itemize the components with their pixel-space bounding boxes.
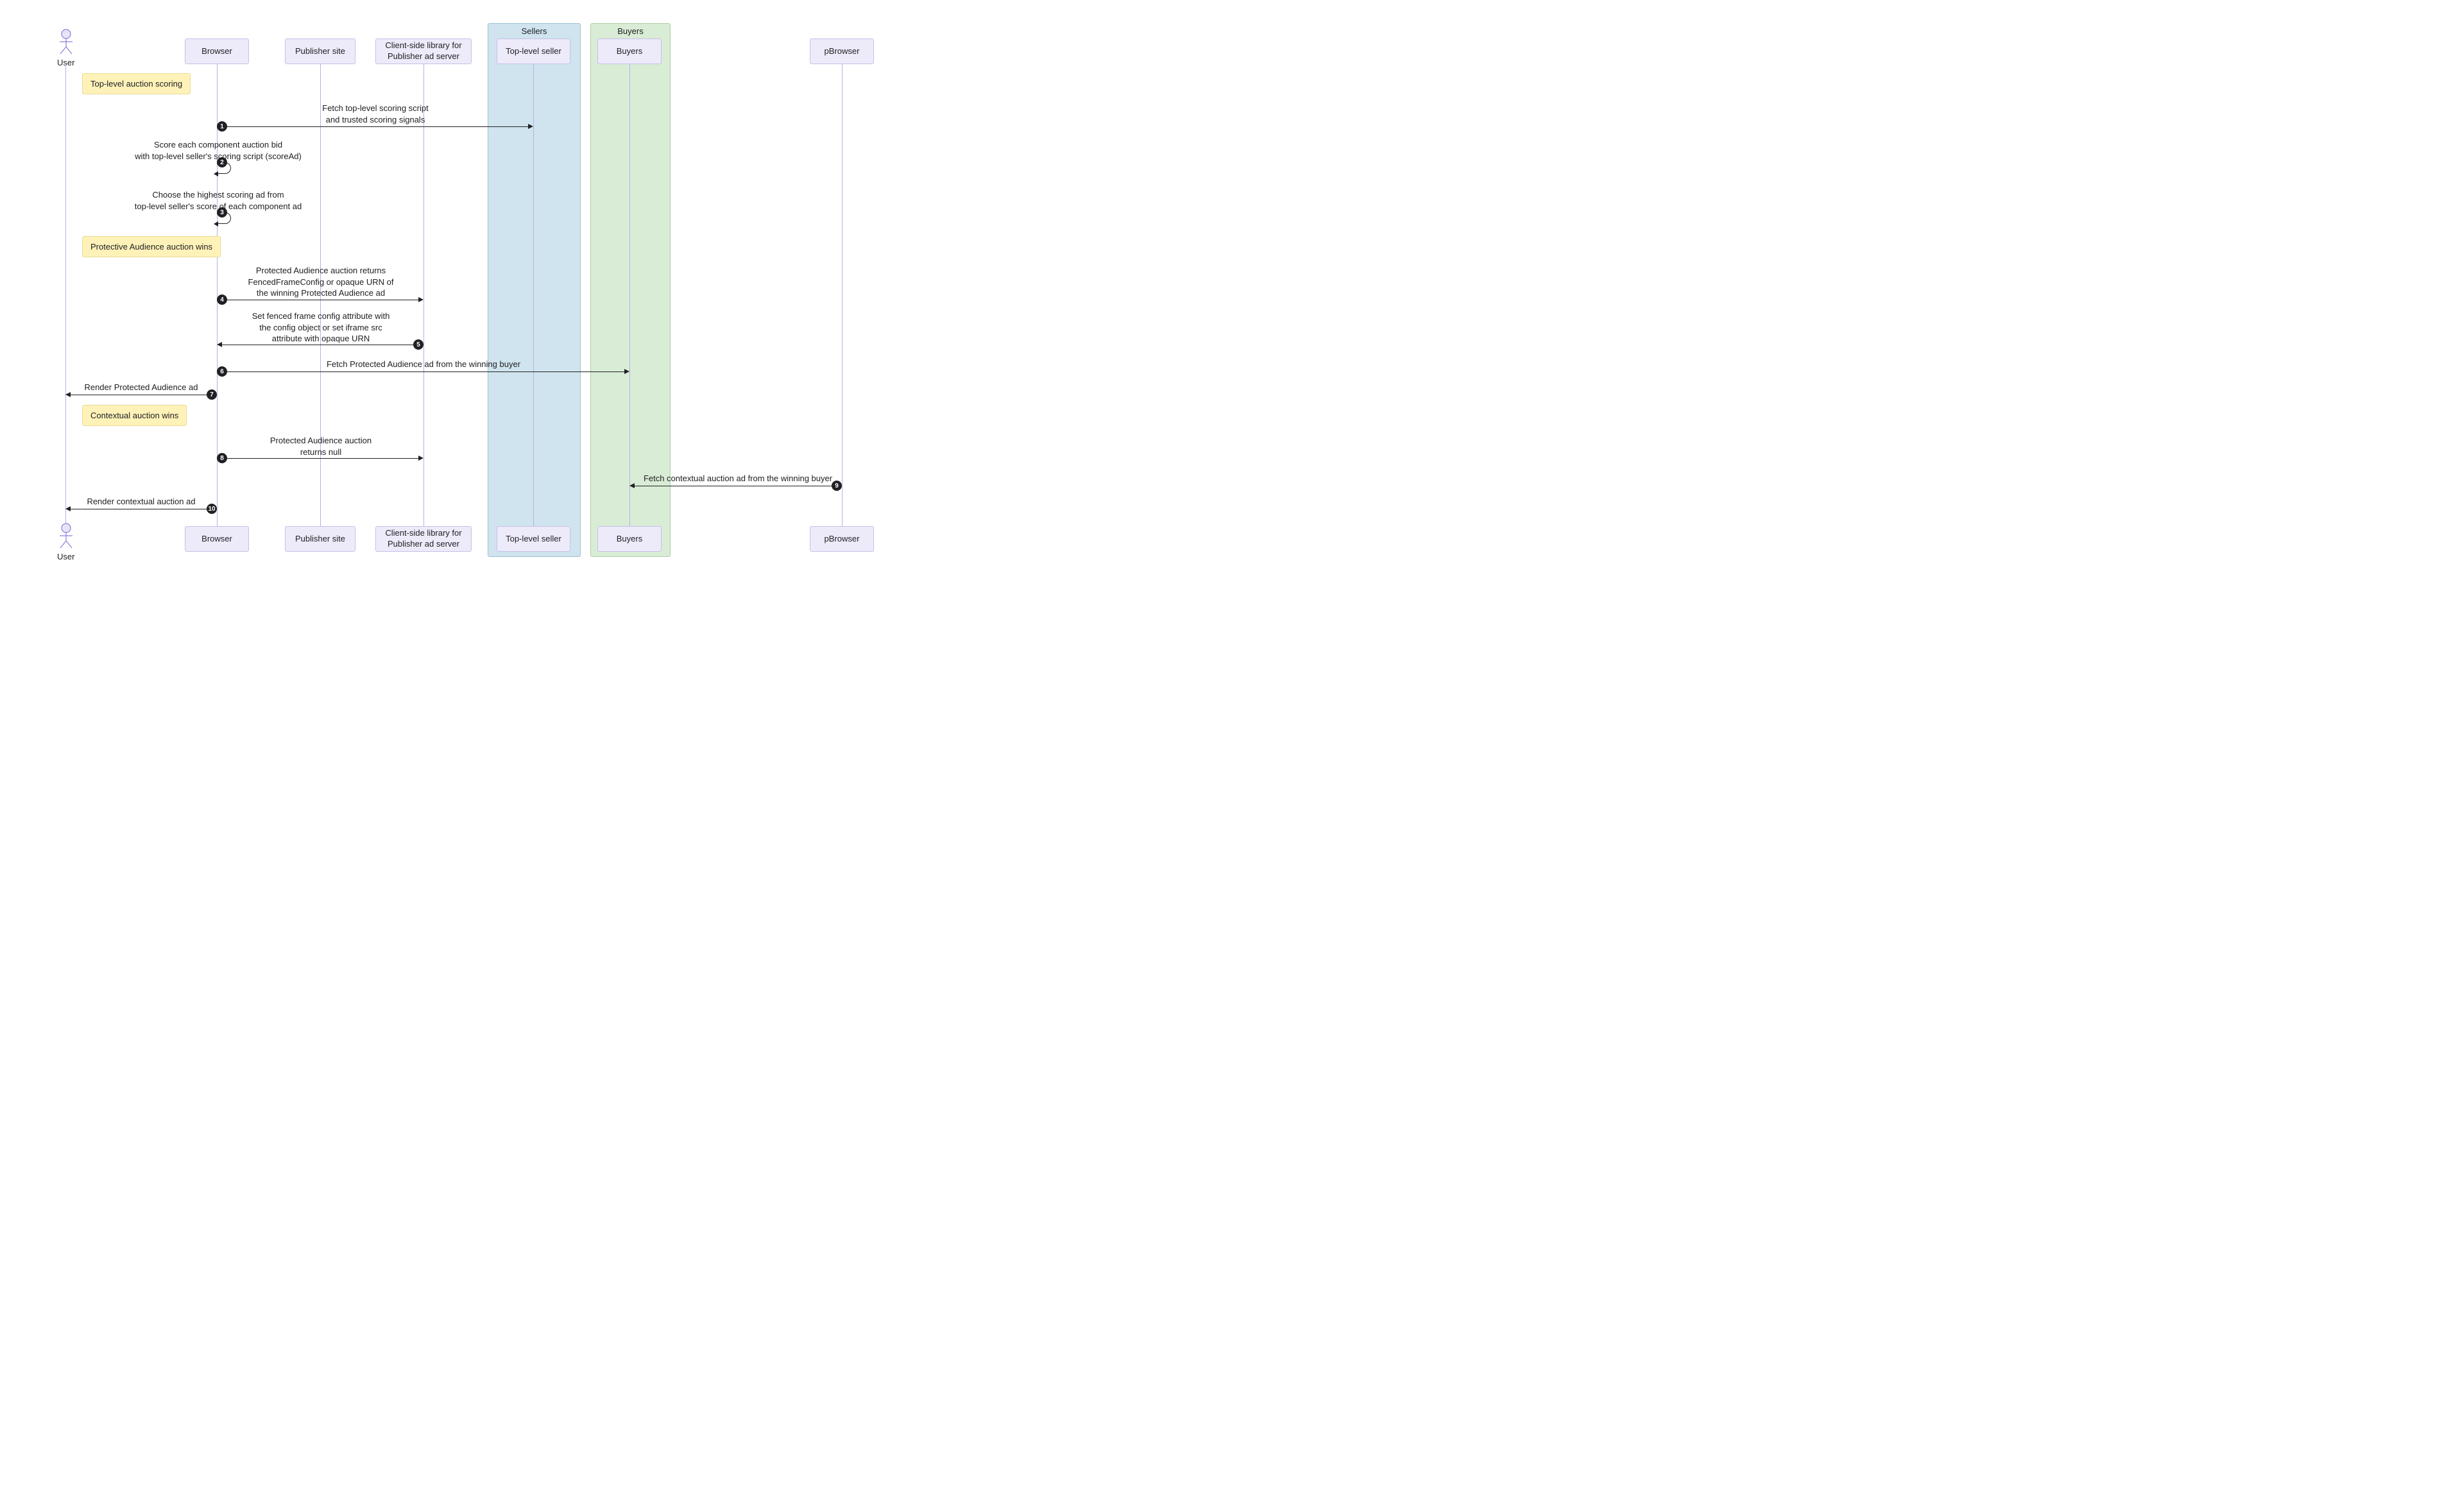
actor-user-bottom: User [57, 523, 74, 561]
msg-6-arrow [624, 369, 629, 374]
actor-user-bottom-label: User [57, 552, 74, 561]
group-sellers-label: Sellers [517, 24, 552, 38]
msg-3-num: 3 [217, 207, 227, 218]
participant-top-seller-bottom: Top-level seller [497, 526, 570, 552]
msg-6-label: Fetch Protected Audience ad from the win… [270, 359, 578, 370]
msg-5-arrow [217, 342, 222, 347]
msg-7-num: 7 [207, 389, 217, 400]
msg-1-label: Fetch top-level scoring script and trust… [270, 103, 481, 125]
msg-10-label: Render contextual auction ad [77, 496, 205, 508]
msg-1-num: 1 [217, 121, 227, 132]
lifeline-pbrowser [842, 64, 843, 526]
msg-5-num: 5 [413, 339, 424, 350]
msg-6-line [217, 371, 624, 372]
user-icon [58, 29, 74, 55]
msg-8-arrow [418, 456, 424, 461]
lifeline-top-seller [533, 64, 534, 526]
note-contextual-wins: Contextual auction wins [82, 405, 187, 426]
group-buyers-label: Buyers [612, 24, 648, 38]
participant-pbrowser-top: pBrowser [810, 38, 874, 64]
participant-publisher-top: Publisher site [285, 38, 355, 64]
participant-client-lib-bottom: Client-side library for Publisher ad ser… [375, 526, 472, 552]
note-top-level-scoring: Top-level auction scoring [82, 73, 191, 94]
user-icon [58, 523, 74, 549]
msg-1-arrow [528, 124, 533, 129]
participant-client-lib-top: Client-side library for Publisher ad ser… [375, 38, 472, 64]
actor-user-top: User [57, 29, 74, 67]
sequence-diagram: Sellers Buyers User Browser Publisher si… [13, 13, 975, 577]
msg-9-label: Fetch contextual auction ad from the win… [635, 473, 841, 484]
msg-10-arrow [65, 506, 71, 511]
msg-8-num: 8 [217, 453, 227, 463]
participant-top-seller-top: Top-level seller [497, 38, 570, 64]
participant-publisher-bottom: Publisher site [285, 526, 355, 552]
msg-2-num: 2 [217, 157, 227, 167]
msg-2-arrow [214, 171, 218, 176]
msg-1-line [217, 126, 528, 127]
lifeline-user [65, 64, 66, 523]
msg-4-arrow [418, 297, 424, 302]
msg-10-num: 10 [207, 504, 217, 514]
msg-9-arrow [629, 483, 635, 488]
participant-browser-top: Browser [185, 38, 249, 64]
msg-4-num: 4 [217, 294, 227, 305]
msg-6-num: 6 [217, 366, 227, 377]
msg-7-arrow [65, 392, 71, 397]
msg-3-arrow [214, 221, 218, 226]
participant-buyers-bottom: Buyers [597, 526, 662, 552]
msg-5-label: Set fenced frame config attribute with t… [225, 311, 417, 345]
msg-8-line [217, 458, 418, 459]
note-protective-audience-wins: Protective Audience auction wins [82, 236, 221, 257]
msg-7-label: Render Protected Audience ad [77, 382, 205, 393]
msg-4-label: Protected Audience auction returns Fence… [225, 265, 417, 299]
participant-browser-bottom: Browser [185, 526, 249, 552]
msg-9-num: 9 [832, 481, 842, 491]
participant-pbrowser-bottom: pBrowser [810, 526, 874, 552]
group-sellers: Sellers [488, 23, 581, 557]
participant-buyers-top: Buyers [597, 38, 662, 64]
msg-8-label: Protected Audience auction returns null [225, 435, 417, 457]
lifeline-buyers [629, 64, 630, 526]
